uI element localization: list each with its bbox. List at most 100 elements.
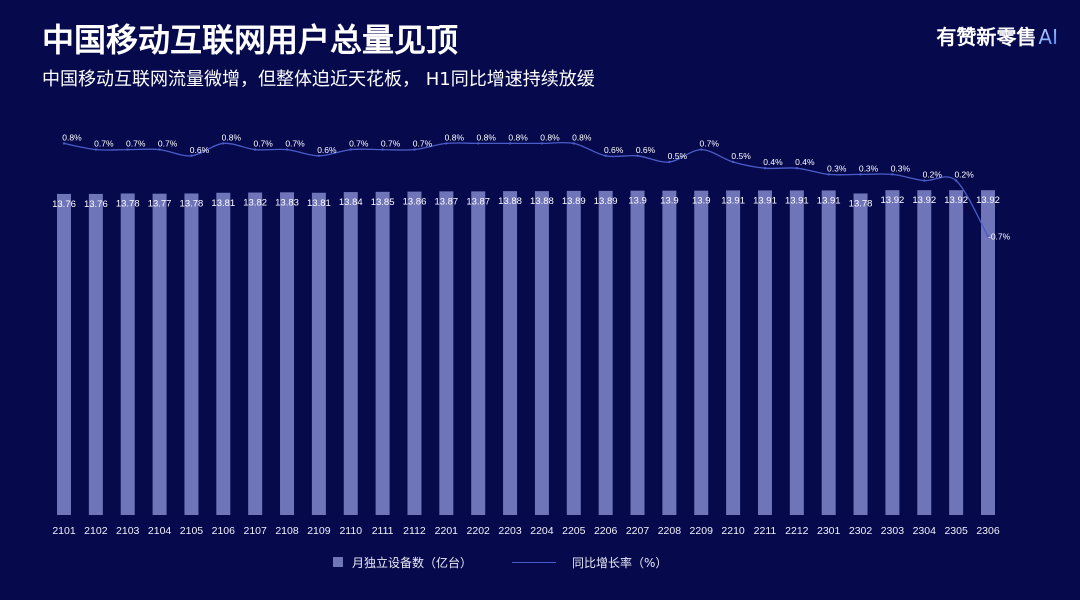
line-value-label: 0.8%: [222, 132, 242, 142]
line-value-unit: %: [170, 139, 178, 149]
growth-rate-point: [923, 179, 926, 182]
growth-rate-point: [540, 142, 544, 145]
line-value-number: 0.8: [477, 132, 489, 142]
line-value-number: 0.8: [445, 132, 457, 142]
line-value-unit: %: [839, 163, 847, 173]
line-value-number: 0.3: [859, 163, 871, 173]
line-value-unit: %: [584, 132, 592, 142]
line-value-number: -0.7: [988, 231, 1003, 241]
x-tick-label: 2205: [562, 525, 586, 537]
line-value-label: 0.8%: [540, 132, 560, 142]
line-value-label: 0.8%: [477, 132, 497, 142]
line-value-label: 0.7%: [381, 139, 401, 149]
legend-item-device-count: 月独立设备数（亿台）: [333, 554, 472, 570]
line-value-number: 0.6: [636, 145, 648, 155]
bar: [821, 190, 836, 515]
line-value-unit: %: [74, 132, 82, 142]
line-value-unit: %: [1003, 231, 1011, 241]
line-value-number: 0.8: [222, 132, 234, 142]
x-tick-label: 2204: [530, 525, 554, 537]
bar-value-label: 13.78: [116, 198, 140, 209]
legend-line-swatch: [512, 561, 556, 563]
growth-rate-point: [445, 142, 448, 145]
line-value-number: 0.2: [954, 170, 966, 180]
growth-rate-point: [126, 148, 129, 151]
page-subtitle: 中国移动互联网流量微增，但整体迫近天花板， H1同比增速持续放缓: [42, 69, 595, 90]
growth-rate-point: [827, 173, 830, 176]
line-value-label: 0.4%: [763, 157, 783, 167]
growth-rate-point: [190, 154, 193, 157]
bar: [343, 192, 358, 515]
line-value-number: 0.4: [795, 157, 807, 167]
bar-value-label: 13.77: [148, 199, 172, 210]
bar-value-label: 13.91: [785, 195, 809, 206]
x-tick-label: 2304: [913, 525, 937, 537]
bar-value-label: 13.88: [530, 196, 554, 207]
bar-series-device-count: [57, 190, 995, 516]
growth-rate-point: [572, 142, 575, 145]
line-value-unit: %: [488, 132, 496, 142]
bar-value-label: 13.91: [721, 195, 745, 206]
legend-bar-swatch: [333, 557, 343, 567]
growth-rate-line: [63, 141, 989, 238]
growth-rate-point: [477, 142, 480, 145]
x-tick-label: 2208: [658, 525, 682, 537]
x-tick-label: 2303: [881, 525, 905, 537]
bar: [503, 191, 518, 515]
growth-rate-point: [158, 148, 161, 151]
bar-value-label: 13.9: [692, 196, 711, 207]
x-tick-label: 2112: [403, 525, 426, 537]
x-tick-label: 2107: [243, 525, 267, 537]
line-value-number: 0.6: [317, 145, 329, 155]
growth-rate-point: [891, 173, 894, 176]
bar-value-label: 13.92: [944, 195, 968, 206]
line-value-label: 0.5%: [731, 151, 751, 161]
x-tick-label: 2110: [339, 525, 362, 537]
legend-label-growth-rate: 同比增长率（%）: [572, 555, 668, 570]
line-value-label: 0.7%: [700, 139, 720, 149]
growth-rate-point: [285, 148, 289, 151]
brand-logo: 有赞新零售 AI: [936, 25, 1058, 49]
bar-value-label: 13.89: [594, 196, 618, 207]
line-value-label: 0.7%: [253, 139, 273, 149]
x-tick-label: 2301: [817, 525, 841, 537]
x-tick-label: 2212: [785, 525, 809, 537]
line-value-unit: %: [456, 132, 464, 142]
line-value-unit: %: [807, 157, 815, 167]
growth-rate-point: [317, 154, 321, 157]
x-axis: 2101 2102 2103 2104 2105 2106 2107 2108 2109 2110…: [52, 525, 1000, 537]
bar-value-label: 13.89: [562, 196, 586, 207]
bar: [853, 193, 868, 515]
bar: [471, 191, 486, 515]
line-value-number: 0.7: [349, 139, 361, 149]
bar: [885, 190, 900, 515]
bar: [598, 190, 613, 515]
line-value-unit: %: [680, 151, 688, 161]
x-tick-label: 2209: [690, 525, 714, 537]
bar: [566, 190, 581, 515]
line-value-unit: %: [106, 139, 114, 149]
legend-label-device-count: 月独立设备数（亿台）: [352, 555, 473, 570]
bar-value-label: 13.92: [976, 195, 1000, 206]
line-value-number: 0.7: [700, 139, 712, 149]
line-value-label: 0.7%: [126, 139, 146, 149]
x-tick-label: 2104: [148, 525, 172, 537]
line-value-labels: 0.8%0.7% 0.7% 0.7%0.6%0.8%0.7% 0.7%0.6%0.7%…: [62, 132, 1010, 241]
x-tick-label: 2306: [976, 525, 1000, 537]
legend-item-growth-rate: 同比增长率（%）: [512, 554, 667, 570]
bar: [57, 193, 71, 515]
line-value-label: 0.8%: [572, 132, 592, 142]
line-series-yoy-growth: [62, 141, 990, 238]
growth-rate-point: [604, 154, 607, 157]
line-value-unit: %: [361, 139, 369, 149]
line-value-unit: %: [393, 139, 401, 149]
bar-value-label: 13.82: [243, 198, 267, 209]
x-tick-label: 2201: [435, 525, 459, 537]
bar-value-label: 13.78: [849, 198, 873, 209]
line-value-number: 0.6: [190, 145, 202, 155]
x-tick-label: 2206: [594, 525, 618, 537]
bar: [439, 191, 454, 515]
growth-rate-point: [986, 235, 990, 238]
growth-rate-point: [349, 148, 352, 151]
